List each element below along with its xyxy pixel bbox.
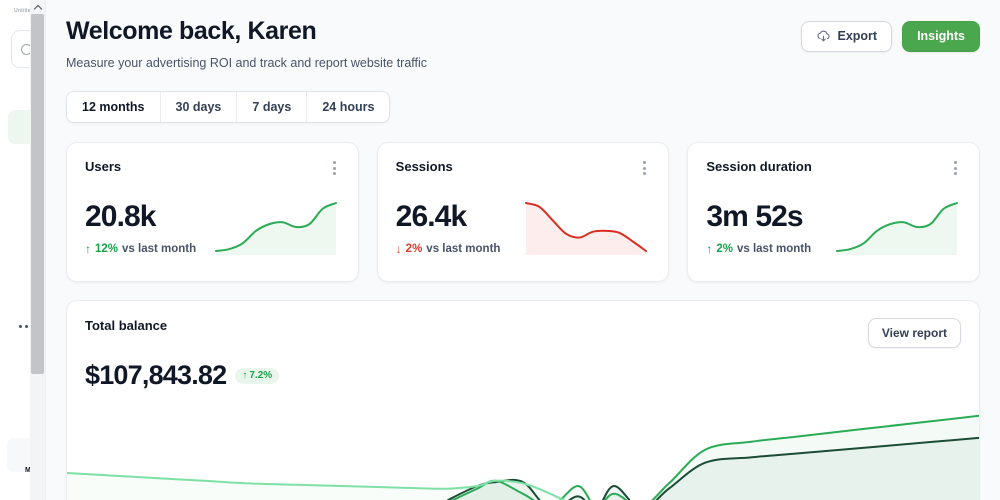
scroll-up-arrow-icon[interactable]	[30, 1, 45, 14]
metric-card-body: 20.8k ↑ 12% vs last month	[85, 193, 340, 255]
metric-delta-pct: 12%	[95, 243, 119, 255]
total-balance-value: $107,843.82	[85, 360, 227, 390]
metric-delta: ↑ 2% vs last month	[706, 243, 811, 255]
tab-24-hours[interactable]: 24 hours	[322, 99, 375, 114]
sidebar-brand: Untitled	[14, 8, 35, 14]
metric-card-session-duration: Session duration 3m 52s ↑ 2% vs last month	[687, 142, 981, 282]
metric-card-header: Sessions	[396, 159, 651, 177]
metric-sparkline	[836, 202, 959, 255]
kebab-menu-icon[interactable]	[329, 159, 340, 177]
total-balance-title: Total balance	[85, 318, 168, 333]
chart-area-series-0	[448, 437, 979, 500]
metric-delta: ↓ 2% vs last month	[396, 243, 501, 255]
page-title: Welcome back, Karen	[66, 17, 317, 45]
tab-7-days[interactable]: 7 days	[237, 91, 308, 122]
metric-card-body: 3m 52s ↑ 2% vs last month	[706, 193, 961, 255]
metric-delta: ↑ 12% vs last month	[85, 243, 196, 255]
date-range-tabs: 12 months 30 days 7 days 24 hours	[66, 90, 391, 123]
metric-value: 26.4k	[395, 200, 467, 233]
metric-sparkline	[525, 202, 648, 255]
metric-card-stats: 3m 52s ↑ 2% vs last month	[706, 200, 811, 256]
kebab-menu-icon[interactable]	[950, 159, 961, 177]
chart-line-series-2	[67, 472, 566, 500]
total-balance-change-badge: ↑ 7.2%	[235, 367, 280, 384]
metric-delta-pct: 2%	[716, 243, 733, 255]
export-button-label: Export	[837, 29, 878, 44]
trend-up-arrow-icon: ↑	[706, 242, 713, 256]
cloud-download-icon	[817, 30, 831, 42]
metric-value: 20.8k	[85, 200, 156, 233]
metric-card-sessions: Sessions 26.4k ↓ 2% vs last month	[376, 142, 670, 282]
chart-line-series-1	[450, 414, 979, 500]
page-subtitle: Measure your advertising ROI and track a…	[66, 55, 428, 70]
metric-card-title: Users	[85, 159, 122, 174]
sidebar: Untitled Search Man	[0, 0, 46, 500]
metric-delta-note: vs last month	[736, 243, 812, 255]
metric-card-title: Sessions	[395, 159, 453, 174]
metric-card-users: Users 20.8k ↑ 12% vs last month	[66, 142, 359, 282]
total-balance-value-row: $107,843.82 ↑ 7.2%	[67, 348, 979, 389]
total-balance-chart	[67, 414, 979, 500]
metric-delta-note: vs last month	[122, 243, 197, 255]
total-balance-panel: Total balance View report $107,843.82 ↑ …	[66, 300, 980, 500]
trend-up-arrow-icon: ↑	[242, 369, 248, 381]
insights-button[interactable]: Insights	[902, 21, 980, 52]
metric-sparkline	[214, 202, 337, 255]
chart-area-series-2	[67, 473, 564, 500]
chart-area-series-1	[453, 415, 979, 500]
metric-card-stats: 20.8k ↑ 12% vs last month	[85, 200, 196, 256]
metric-card-body: 26.4k ↓ 2% vs last month	[396, 193, 651, 255]
metric-delta-note: vs last month	[426, 243, 501, 255]
metric-card-title: Session duration	[706, 159, 812, 174]
chart-line-series-0	[446, 436, 979, 500]
scrollbar-thumb[interactable]	[31, 14, 44, 374]
trend-up-arrow-icon: ↑	[85, 242, 91, 256]
export-button[interactable]: Export	[801, 21, 893, 52]
kebab-menu-icon[interactable]	[639, 159, 650, 177]
insights-button-label: Insights	[917, 29, 965, 44]
trend-down-arrow-icon: ↓	[395, 242, 402, 256]
header-actions: Export Insights	[801, 17, 980, 52]
total-balance-header: Total balance View report	[67, 301, 979, 348]
page-header: Welcome back, Karen Measure your adverti…	[66, 0, 980, 70]
metric-card-header: Users	[85, 159, 340, 177]
main-content: Welcome back, Karen Measure your adverti…	[46, 0, 1000, 500]
view-report-button[interactable]: View report	[867, 318, 961, 348]
tab-30-days[interactable]: 30 days	[161, 91, 238, 122]
metric-delta-pct: 2%	[405, 243, 423, 255]
tab-12-months[interactable]: 12 months	[67, 91, 161, 122]
metric-card-header: Session duration	[706, 159, 961, 177]
total-balance-change-pct: 7.2%	[249, 369, 273, 381]
sidebar-scrollbar[interactable]	[30, 0, 45, 500]
metric-cards: Users 20.8k ↑ 12% vs last month Sessions 26.4k…	[66, 142, 981, 282]
metric-card-stats: 26.4k ↓ 2% vs last month	[395, 200, 501, 256]
metric-value: 3m 52s	[706, 200, 803, 233]
page-header-text: Welcome back, Karen Measure your adverti…	[66, 17, 801, 70]
